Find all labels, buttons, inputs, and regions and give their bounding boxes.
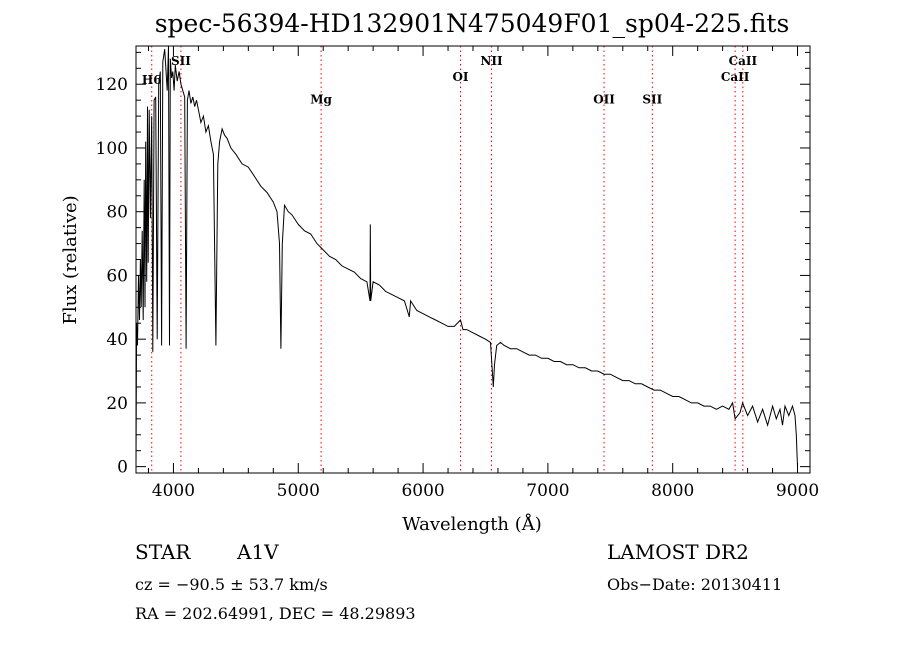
spectral-line-labels: H6 SII Mg OI NII OII SII CaII CaII (142, 54, 758, 106)
chart-title: spec-56394-HD132901N475049F01_sp04-225.f… (155, 9, 790, 38)
line-label-oii-5: OII (593, 92, 615, 106)
line-label-nii-4: NII (480, 54, 503, 68)
y-axis-label: Flux (relative) (60, 195, 81, 324)
x-tick-label: 9000 (776, 481, 819, 501)
x-tick-label: 8000 (651, 481, 694, 501)
x-axis-ticks: 4000 5000 6000 7000 8000 9000 (147, 46, 819, 501)
plot-frame (135, 45, 811, 474)
line-label-caii-7: CaII (721, 70, 750, 84)
y-tick-label: 120 (96, 75, 128, 95)
x-axis-label: Wavelength (Å) (402, 513, 542, 535)
y-tick-label: 40 (106, 330, 128, 350)
x-tick-label: 7000 (526, 481, 569, 501)
y-tick-label: 20 (106, 394, 128, 414)
y-tick-label: 100 (96, 139, 128, 159)
object-subclass: A1V (236, 540, 279, 564)
line-label-oi-3: OI (452, 70, 468, 84)
x-tick-label: 4000 (152, 481, 195, 501)
line-label-caii-8: CaII (729, 54, 758, 68)
x-tick-label: 6000 (401, 481, 444, 501)
obs-date: Obs−Date: 20130411 (607, 575, 782, 594)
cz-value: cz = −90.5 ± 53.7 km/s (135, 575, 328, 594)
y-tick-label: 80 (106, 203, 128, 223)
line-label-sii-1: SII (171, 54, 191, 68)
survey-name: LAMOST DR2 (607, 540, 749, 564)
y-axis-ticks: 0 20 40 60 80 100 120 (96, 51, 810, 478)
line-label-h6-0: H6 (142, 73, 162, 87)
object-class: STAR (135, 540, 191, 564)
y-tick-label: 60 (106, 266, 128, 286)
ra-dec: RA = 202.64991, DEC = 48.29893 (135, 604, 416, 623)
y-tick-label: 0 (117, 458, 128, 478)
line-label-mg-2: Mg (310, 92, 332, 106)
line-label-sii-6: SII (642, 92, 662, 106)
spectral-line-markers (151, 46, 744, 473)
x-tick-label: 5000 (277, 481, 320, 501)
spectrum-line (135, 45, 798, 467)
